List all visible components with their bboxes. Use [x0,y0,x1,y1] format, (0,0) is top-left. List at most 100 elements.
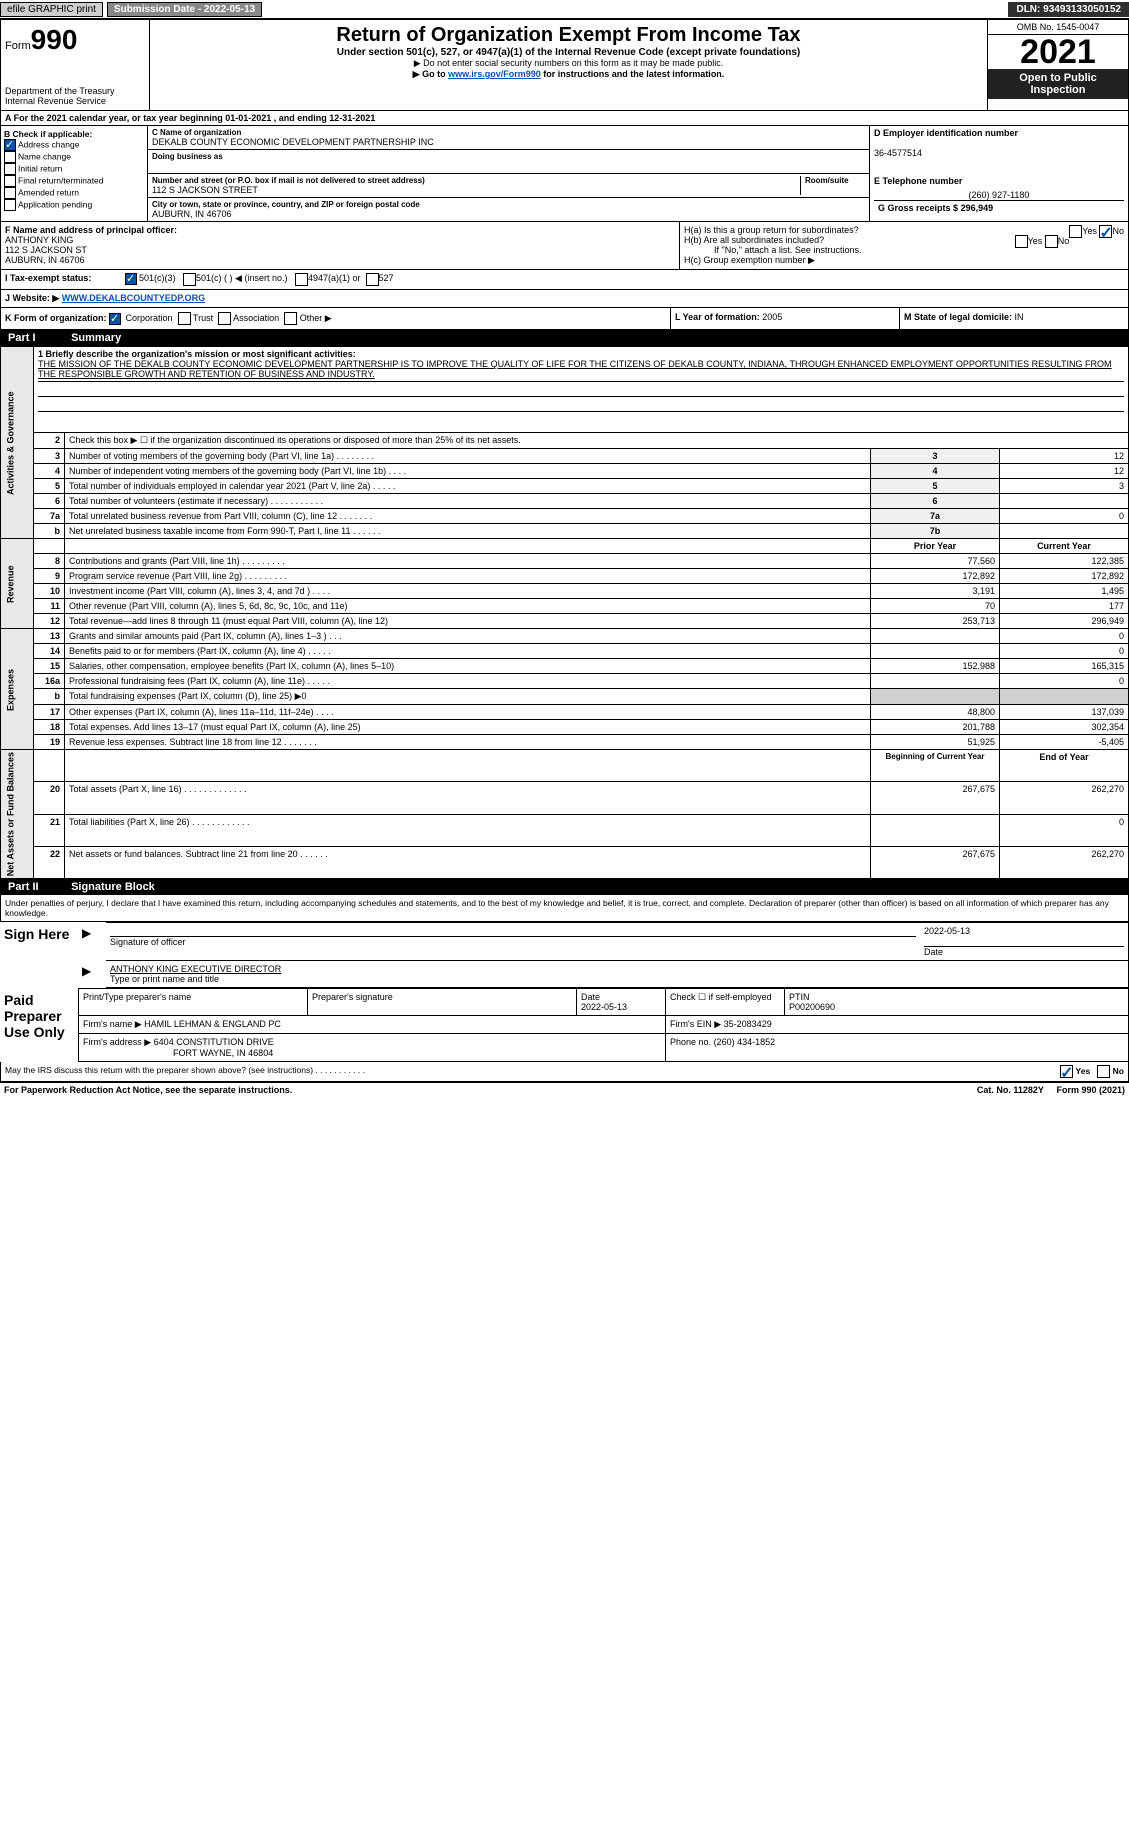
dba-label: Doing business as [152,152,865,161]
line-19: 19Revenue less expenses. Subtract line 1… [1,735,1129,750]
line-8-prior: 77,560 [871,554,1000,569]
line-13-prior [871,629,1000,644]
summary-table: Activities & Governance 1 Briefly descri… [0,346,1129,879]
form-number: Form990 [5,24,145,56]
line-9-prior: 172,892 [871,569,1000,584]
name-ein-row: C Name of organization DEKALB COUNTY ECO… [148,126,1128,174]
501c-checkbox[interactable] [183,273,196,286]
ha-no-checkbox[interactable] [1099,225,1112,238]
527-checkbox[interactable] [366,273,379,286]
sig-date-value: 2022-05-13 [924,926,1124,936]
line-7a-text: Total unrelated business revenue from Pa… [65,509,871,524]
ha-yes: Yes [1082,226,1097,236]
4947-checkbox[interactable] [295,273,308,286]
line-14-text: Benefits paid to or for members (Part IX… [65,644,871,659]
officer-sig-line [110,936,916,937]
discuss-yes-checkbox[interactable] [1060,1065,1073,1078]
row-j-website: J Website: ▶ WWW.DEKALBCOUNTYEDP.ORG [0,290,1129,308]
room-label: Room/suite [805,176,865,185]
line-9-text: Program service revenue (Part VIII, line… [65,569,871,584]
firm-addr2: FORT WAYNE, IN 46804 [83,1048,273,1058]
ptin-value: P00200690 [789,1002,835,1012]
line-21-cur: 0 [1000,814,1129,846]
discuss-no: No [1113,1066,1124,1076]
line-10-prior: 3,191 [871,584,1000,599]
line-22: 22Net assets or fund balances. Subtract … [1,846,1129,878]
arrow-icon-2: ▶ [82,964,91,978]
amended-checkbox[interactable] [4,187,16,199]
corp-checkbox[interactable] [109,313,121,325]
line-16b-cur [1000,689,1129,705]
line-22-text: Net assets or fund balances. Subtract li… [65,846,871,878]
dba-value [152,161,865,171]
other-checkbox[interactable] [284,312,297,325]
line-5-text: Total number of individuals employed in … [65,479,871,494]
name-block: C Name of organization DEKALB COUNTY ECO… [148,126,870,174]
website-link[interactable]: WWW.DEKALBCOUNTYEDP.ORG [62,293,205,303]
part2-header: Part II Signature Block [0,879,1129,895]
hb-yes: Yes [1028,236,1043,246]
line-18-cur: 302,354 [1000,720,1129,735]
line-21-prior [871,814,1000,846]
col-h-group: H(a) Is this a group return for subordin… [680,222,1128,269]
firm-name-value: HAMIL LEHMAN & ENGLAND PC [144,1019,281,1029]
tax-year: 2021 [988,35,1128,69]
501c3-checkbox[interactable] [125,273,137,285]
officer-name-label: Type or print name and title [110,974,219,984]
current-year-hdr: Current Year [1000,539,1129,554]
ha-yes-checkbox[interactable] [1069,225,1082,238]
officer-addr2: AUBURN, IN 46706 [5,255,85,265]
final-return-checkbox[interactable] [4,175,16,187]
line-7a: 7aTotal unrelated business revenue from … [1,509,1129,524]
prep-sig-label: Preparer's signature [312,992,393,1002]
ein-block: D Employer identification number 36-4577… [870,126,1128,174]
addr-change-checkbox[interactable] [4,139,16,151]
sign-here-label: Sign Here [0,923,78,988]
discuss-question: May the IRS discuss this return with the… [5,1065,1060,1078]
hb-yes-checkbox[interactable] [1015,235,1028,248]
officer-name-value: ANTHONY KING EXECUTIVE DIRECTOR [110,964,1124,974]
firm-addr-label: Firm's address ▶ [83,1037,151,1047]
org-name: DEKALB COUNTY ECONOMIC DEVELOPMENT PARTN… [152,137,865,147]
line-20: 20Total assets (Part X, line 16) . . . .… [1,782,1129,814]
city-label: City or town, state or province, country… [152,200,865,209]
line-16a-prior [871,674,1000,689]
initial-return-checkbox[interactable] [4,163,16,175]
part1-header: Part I Summary [0,330,1129,346]
name-change-checkbox[interactable] [4,151,16,163]
form-word: Form [5,40,31,52]
line-5-val: 3 [1000,479,1129,494]
sig-date-label: Date [924,947,943,957]
ha-label: H(a) Is this a group return for subordin… [684,225,859,235]
firm-name-label: Firm's name ▶ [83,1019,142,1029]
city-value: AUBURN, IN 46706 [152,209,865,219]
line-14-cur: 0 [1000,644,1129,659]
assoc-checkbox[interactable] [218,312,231,325]
ein-value: 36-4577514 [874,148,922,158]
end-year-hdr: End of Year [1000,750,1129,782]
irs-label: Internal Revenue Service [5,96,145,106]
dln-badge: DLN: 93493133050152 [1008,2,1129,17]
footer: For Paperwork Reduction Act Notice, see … [0,1082,1129,1097]
hb-no-checkbox[interactable] [1045,235,1058,248]
app-pending-checkbox[interactable] [4,199,16,211]
line-6-text: Total number of volunteers (estimate if … [65,494,871,509]
part2-label: Part II [8,881,68,893]
line-9: 9Program service revenue (Part VIII, lin… [1,569,1129,584]
instructions-link-row: ▶ Go to www.irs.gov/Form990 for instruct… [154,69,983,80]
discuss-row: May the IRS discuss this return with the… [0,1062,1129,1082]
final-label: Final return/terminated [18,175,104,185]
other-label: Other ▶ [300,313,332,323]
line-18-text: Total expenses. Add lines 13–17 (must eq… [65,720,871,735]
trust-checkbox[interactable] [178,312,191,325]
irs-link[interactable]: www.irs.gov/Form990 [448,69,541,79]
form-subtitle: Under section 501(c), 527, or 4947(a)(1)… [154,47,983,58]
hc-label: H(c) Group exemption number ▶ [684,255,1124,266]
prior-year-hdr: Prior Year [871,539,1000,554]
submission-date-badge: Submission Date - 2022-05-13 [107,2,262,17]
h-b-row: H(b) Are all subordinates included? Yes … [684,235,1124,245]
name-change-label: Name change [18,151,71,161]
line-21-text: Total liabilities (Part X, line 26) . . … [65,814,871,846]
line-10: 10Investment income (Part VIII, column (… [1,584,1129,599]
discuss-no-checkbox[interactable] [1097,1065,1110,1078]
